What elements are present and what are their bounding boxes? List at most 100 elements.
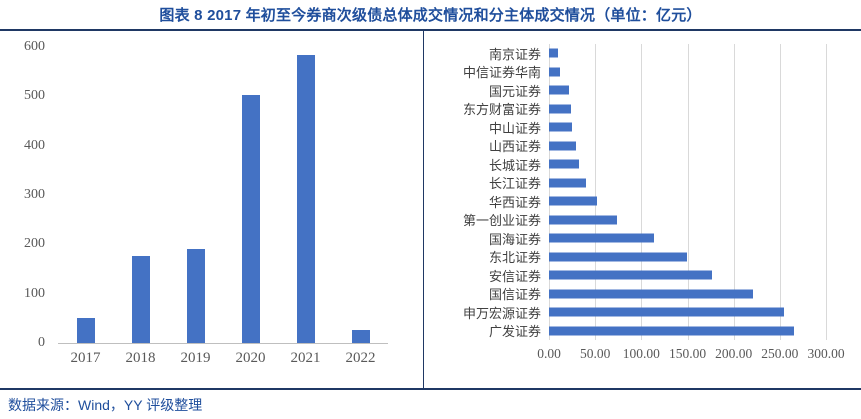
bar-第一创业证券	[549, 215, 618, 225]
broker-row: 国元证券	[424, 81, 861, 100]
bar-东方财富证券	[549, 104, 572, 114]
bar-column-2022	[333, 47, 388, 343]
bar-track	[549, 285, 826, 304]
broker-label: 南京证券	[488, 46, 541, 62]
broker-chart-area: 南京证券中信证券华南国元证券东方财富证券中山证券山西证券长城证券长江证券华西证券…	[424, 44, 861, 384]
broker-label: 山西证券	[488, 139, 541, 155]
bar-申万宏源证券	[549, 307, 784, 317]
bar-track	[549, 229, 826, 248]
broker-row: 第一创业证券	[424, 211, 861, 230]
x-axis-tick-label: 300.00	[807, 346, 845, 361]
bar-track	[549, 137, 826, 156]
yearly-chart-y-axis: 0 100 200 300 400 500 600	[0, 39, 50, 350]
bar-track	[549, 248, 826, 267]
bar-长江证券	[549, 178, 586, 188]
bar-东北证券	[549, 252, 687, 262]
broker-row: 中山证券	[424, 118, 861, 137]
bar-国海证券	[549, 233, 655, 243]
x-axis-tick-label: 2019	[180, 350, 211, 366]
bar-column-2019	[168, 47, 223, 343]
yearly-chart-x-axis: 2017 2018 2019 2020 2021 2022	[58, 350, 388, 367]
broker-row: 东北证券	[424, 248, 861, 267]
broker-label: 中山证券	[488, 120, 541, 136]
broker-label: 申万宏源证券	[462, 305, 541, 321]
broker-label: 东方财富证券	[462, 102, 541, 118]
bar-track	[549, 118, 826, 137]
broker-row: 南京证券	[424, 44, 861, 63]
bar-track	[549, 100, 826, 119]
broker-row: 中信证券华南	[424, 63, 861, 82]
bar-长城证券	[549, 159, 580, 169]
gridline	[733, 44, 735, 340]
broker-row: 国信证券	[424, 285, 861, 304]
broker-label: 长江证券	[488, 176, 541, 192]
broker-label: 长城证券	[488, 157, 541, 173]
bar-2021	[296, 55, 315, 343]
broker-chart-rows: 南京证券中信证券华南国元证券东方财富证券中山证券山西证券长城证券长江证券华西证券…	[424, 44, 861, 340]
page-title: 图表 8 2017 年初至今券商次级债总体成交情况和分主体成交情况（单位：亿元）	[159, 7, 702, 24]
broker-volume-chart: 南京证券中信证券华南国元证券东方财富证券中山证券山西证券长城证券长江证券华西证券…	[424, 31, 861, 388]
gridline	[687, 44, 689, 340]
yearly-chart-area: 0 100 200 300 400 500 600 2017 2018 2019 2020 2021…	[0, 39, 424, 387]
broker-label: 国海证券	[488, 231, 541, 247]
gridline	[549, 44, 550, 340]
source-bar: 数据来源：Wind，YY 评级整理	[0, 390, 861, 419]
bar-column-2018	[113, 47, 168, 343]
broker-label: 中信证券华南	[462, 65, 541, 81]
bar-track	[549, 211, 826, 230]
broker-row: 安信证券	[424, 266, 861, 285]
y-axis-tick-label: 200	[24, 236, 45, 252]
bar-2019	[186, 249, 205, 343]
gridline	[595, 44, 597, 340]
bar-track	[549, 81, 826, 100]
bar-华西证券	[549, 196, 597, 206]
bar-2017	[76, 317, 95, 343]
y-axis-tick-label: 0	[38, 335, 45, 350]
broker-label: 国信证券	[488, 287, 541, 303]
x-axis-tick-label: 2022	[345, 350, 376, 366]
bar-track	[549, 303, 826, 322]
bar-track	[549, 266, 826, 285]
bar-track	[549, 192, 826, 211]
x-axis-tick-label: 150.00	[668, 346, 707, 361]
broker-row: 山西证券	[424, 137, 861, 156]
gridline	[826, 44, 827, 340]
broker-row: 华西证券	[424, 192, 861, 211]
x-axis-tick-label: 2017	[70, 350, 101, 366]
x-axis-tick-label: 0.00	[537, 346, 561, 361]
broker-label: 国元证券	[488, 83, 541, 99]
broker-row: 国海证券	[424, 229, 861, 248]
bar-track	[549, 174, 826, 193]
y-axis-tick-label: 400	[24, 137, 45, 153]
bar-2022	[351, 330, 370, 343]
charts-container: 0 100 200 300 400 500 600 2017 2018 2019 2020 2021…	[0, 29, 861, 390]
bar-广发证券	[549, 326, 794, 336]
bar-column-2017	[58, 47, 113, 343]
bar-南京证券	[549, 48, 559, 58]
bar-2018	[131, 256, 150, 343]
bar-国信证券	[549, 289, 754, 299]
x-axis-tick-label: 2018	[125, 350, 156, 366]
bar-track	[549, 155, 826, 174]
broker-label: 广发证券	[488, 324, 541, 340]
x-axis-tick-label: 250.00	[761, 346, 799, 361]
bar-安信证券	[549, 270, 713, 280]
broker-row: 长城证券	[424, 155, 861, 174]
gridline	[641, 44, 643, 340]
bar-column-2021	[278, 47, 333, 343]
x-axis-tick-label: 200.00	[715, 346, 753, 361]
y-axis-tick-label: 100	[24, 285, 45, 301]
x-axis-tick-label: 100.00	[622, 346, 660, 361]
y-axis-tick-label: 500	[24, 88, 45, 104]
yearly-chart-plot	[58, 47, 388, 344]
broker-label: 安信证券	[488, 268, 541, 284]
bar-2020	[241, 95, 260, 343]
x-axis-tick-label: 2021	[290, 350, 321, 366]
bar-国元证券	[549, 85, 570, 95]
bar-中山证券	[549, 122, 573, 132]
y-axis-tick-label: 600	[24, 39, 45, 54]
x-axis-tick-label: 2020	[235, 350, 266, 366]
data-source: 数据来源：Wind，YY 评级整理	[8, 396, 203, 413]
broker-label: 华西证券	[488, 194, 541, 210]
x-axis-tick-label: 50.00	[579, 346, 611, 361]
